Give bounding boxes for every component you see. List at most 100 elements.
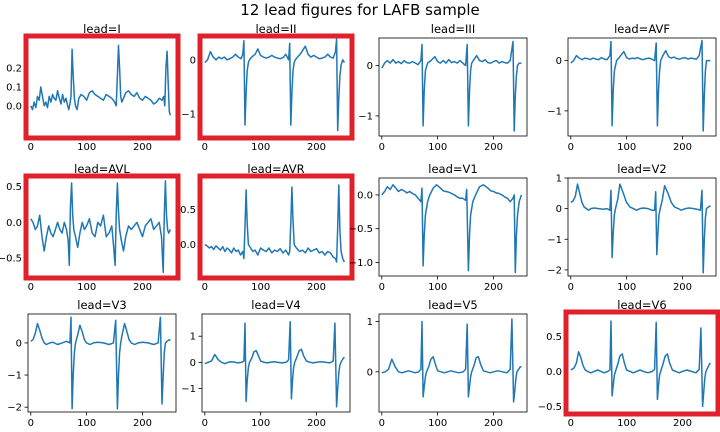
y-tick-label: 0.0: [6, 101, 22, 112]
panel-lead-v1: lead=V1 0 100 200 0.0 −0.5 −1.0: [349, 162, 528, 293]
x-tick-label: 200: [484, 282, 503, 293]
panel-lead-v6: lead=V6 0 100 200 0.5 0.0 −0.5: [538, 298, 720, 429]
y-tick-label: 0: [16, 338, 22, 349]
x-tick-label: 0: [202, 282, 208, 293]
x-tick-label: 100: [251, 282, 270, 293]
y-tick-label: 0.2: [6, 64, 22, 75]
y-tick-label: −1: [358, 111, 373, 122]
panel-lead-avl: lead=AVL 0 100 200 0.5 0.0 −0.5: [0, 162, 181, 293]
panel-title: lead=I: [83, 22, 121, 36]
y-tick-label: −1.0: [349, 258, 373, 269]
x-tick-label: 200: [673, 142, 692, 153]
x-tick-label: 100: [617, 282, 636, 293]
panel-title: lead=V3: [77, 298, 126, 312]
ecg-trace-line: [570, 183, 711, 274]
x-tick-label: 200: [484, 418, 503, 429]
x-tick-label: 200: [673, 418, 692, 429]
x-tick-label: 200: [133, 418, 152, 429]
highlight-box: [197, 173, 355, 281]
y-tick-label: 0.1: [6, 83, 22, 94]
axes-frame: [567, 177, 717, 277]
x-tick-label: 100: [428, 282, 447, 293]
x-tick-label: 0: [28, 418, 34, 429]
y-tick-label: −1: [547, 235, 562, 246]
ecg-trace-line: [30, 180, 172, 274]
axes-frame: [567, 313, 717, 413]
panel-title: lead=III: [431, 22, 475, 36]
y-tick-label: 1: [367, 317, 373, 328]
y-tick-label: −0.5: [349, 224, 373, 235]
panel-lead-avf: lead=AVF 0 100 200 0 −1: [547, 22, 717, 153]
y-tick-label: −1: [7, 371, 22, 382]
x-tick-label: 100: [428, 418, 447, 429]
x-tick-label: 100: [251, 142, 270, 153]
x-tick-label: 100: [428, 142, 447, 153]
y-tick-label: 0.0: [6, 218, 22, 229]
axes-frame: [27, 37, 177, 137]
panel-lead-v2: lead=V2 0 100 200 1 0 −1 −2: [547, 162, 717, 293]
y-tick-label: 0: [367, 367, 373, 378]
x-tick-label: 200: [307, 282, 326, 293]
ecg-trace-line: [204, 38, 346, 132]
x-tick-label: 0: [379, 418, 385, 429]
y-tick-label: 0: [367, 61, 373, 72]
y-tick-label: −0.5: [0, 254, 22, 265]
y-tick-label: −2: [7, 403, 22, 414]
panel-title: lead=V6: [617, 298, 666, 312]
y-tick-label: 0: [190, 55, 196, 66]
x-tick-label: 100: [251, 418, 270, 429]
axes-frame: [201, 37, 351, 137]
panel-title: lead=II: [255, 22, 296, 36]
axes-frame: [378, 37, 528, 137]
x-tick-label: 0: [379, 142, 385, 153]
x-tick-label: 100: [77, 418, 96, 429]
y-tick-label: 0.0: [546, 367, 562, 378]
panel-title: lead=AVF: [614, 22, 670, 36]
axes-frame: [567, 37, 717, 137]
x-tick-label: 0: [568, 282, 574, 293]
y-tick-label: −1: [181, 384, 196, 395]
y-tick-label: 0.0: [180, 240, 196, 251]
x-tick-label: 0: [202, 142, 208, 153]
x-tick-label: 100: [77, 282, 96, 293]
y-tick-label: 0.5: [180, 205, 196, 216]
x-tick-label: 0: [28, 282, 34, 293]
ecg-trace-line: [570, 39, 711, 132]
highlight-box: [197, 33, 355, 141]
x-tick-label: 100: [77, 142, 96, 153]
axes-frame: [201, 177, 351, 277]
axes-frame: [201, 313, 351, 413]
ecg-trace-line: [381, 184, 523, 274]
y-tick-label: 0: [556, 204, 562, 215]
y-tick-label: −1: [547, 106, 562, 117]
x-tick-label: 0: [568, 142, 574, 153]
axes-frame: [27, 313, 177, 413]
y-tick-label: −0.5: [538, 402, 562, 413]
panel-title: lead=AVL: [74, 162, 130, 176]
ecg-trace-line: [570, 320, 711, 408]
x-tick-label: 100: [617, 418, 636, 429]
panel-lead-v5: lead=V5 0 100 200 1 0: [367, 298, 528, 429]
y-tick-label: 0: [190, 358, 196, 369]
panel-lead-v4: lead=V4 0 100 200 1 0 −1: [181, 298, 351, 429]
panel-title: lead=V5: [428, 298, 477, 312]
x-tick-label: 200: [484, 142, 503, 153]
y-tick-label: −1: [181, 110, 196, 121]
y-tick-label: 1: [190, 332, 196, 343]
panel-title: lead=V2: [617, 162, 666, 176]
highlight-box: [23, 173, 181, 281]
y-tick-label: 0.0: [357, 190, 373, 201]
x-tick-label: 200: [133, 282, 152, 293]
y-tick-label: 0.5: [6, 182, 22, 193]
axes-frame: [378, 177, 528, 277]
ecg-trace-line: [204, 184, 346, 263]
y-tick-label: 0.5: [546, 332, 562, 343]
axes-frame: [378, 313, 528, 413]
figure-suptitle: 12 lead figures for LAFB sample: [240, 1, 479, 19]
panel-lead-iii: lead=III 0 100 200 0 −1: [358, 22, 528, 153]
y-tick-label: 0: [556, 56, 562, 67]
y-tick-label: −2: [547, 265, 562, 276]
x-tick-label: 200: [133, 142, 152, 153]
